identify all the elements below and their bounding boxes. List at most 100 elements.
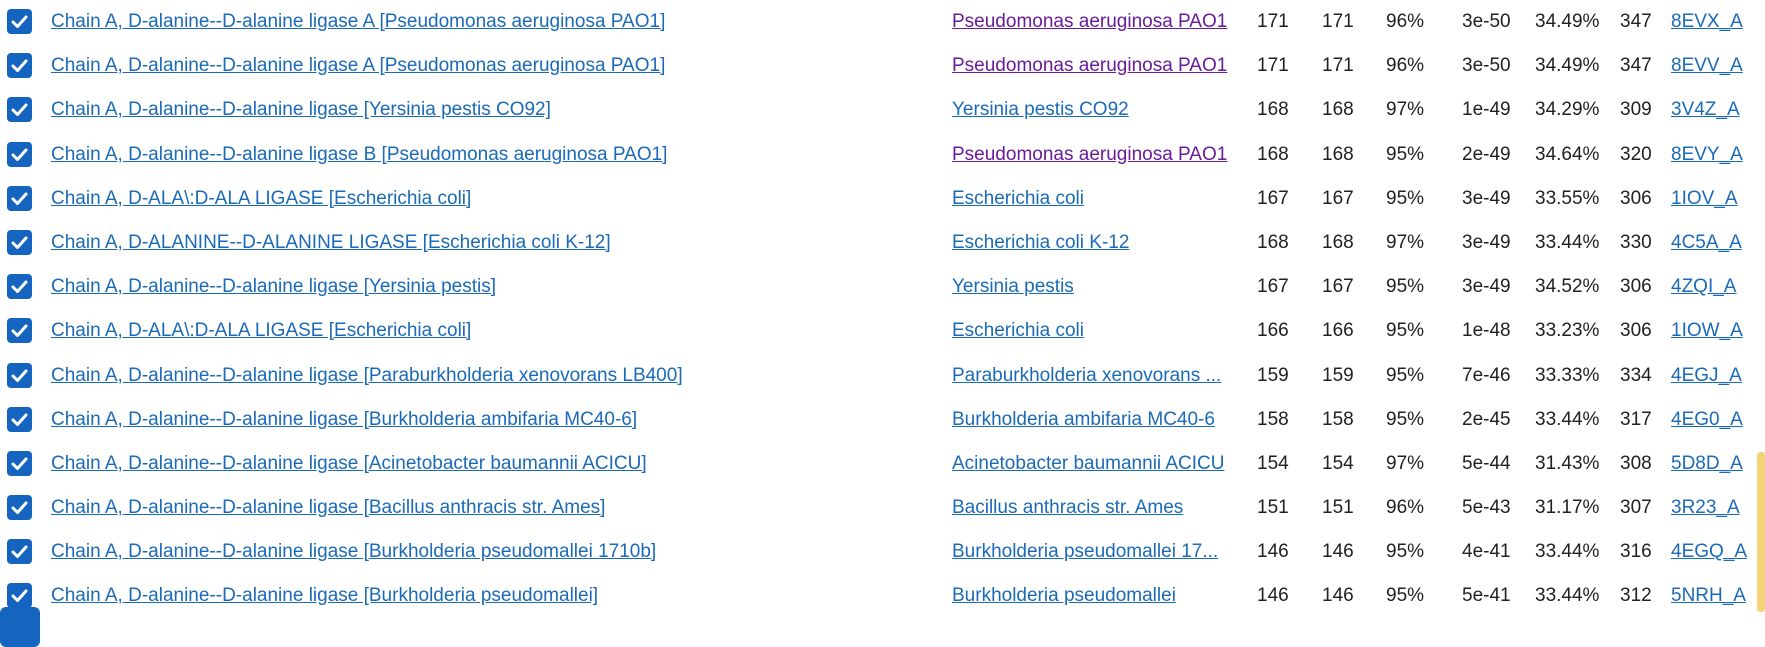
accession-length: 306 (1620, 320, 1652, 342)
checkmark-icon (11, 15, 28, 28)
table-row: Chain A, D-ALANINE--D-ALANINE LIGASE [Es… (0, 221, 1765, 265)
description-link[interactable]: Chain A, D-alanine--D-alanine ligase [Ac… (51, 452, 647, 474)
description-link[interactable]: Chain A, D-alanine--D-alanine ligase [Ye… (51, 276, 496, 298)
select-checkbox[interactable] (7, 9, 32, 34)
description-link[interactable]: Chain A, D-alanine--D-alanine ligase [Bu… (51, 541, 657, 563)
table-row: Chain A, D-ALA\:D-ALA LIGASE [Escherichi… (0, 309, 1765, 353)
organism-link[interactable]: Bacillus anthracis str. Ames (952, 497, 1184, 519)
accession-link[interactable]: 3R23_A (1671, 497, 1740, 519)
accession-link[interactable]: 1IOW_A (1671, 320, 1743, 342)
table-row: Chain A, D-alanine--D-alanine ligase [Bu… (0, 398, 1765, 442)
organism-link[interactable]: Yersinia pestis CO92 (952, 99, 1129, 121)
query-cover: 95% (1386, 585, 1425, 607)
e-value: 3e-49 (1462, 276, 1511, 298)
table-row: Chain A, D-alanine--D-alanine ligase A [… (0, 44, 1765, 88)
organism-link[interactable]: Burkholderia pseudomallei (952, 585, 1176, 607)
organism-link[interactable]: Yersinia pestis (952, 276, 1074, 298)
total-score: 167 (1322, 276, 1354, 298)
query-cover: 95% (1386, 408, 1425, 430)
total-score: 167 (1322, 187, 1354, 209)
table-row: Chain A, D-alanine--D-alanine ligase B [… (0, 133, 1765, 177)
organism-link[interactable]: Acinetobacter baumannii ACICU (952, 452, 1225, 474)
description-link[interactable]: Chain A, D-alanine--D-alanine ligase [Ba… (51, 497, 606, 519)
accession-link[interactable]: 8EVX_A (1671, 11, 1743, 32)
description-link[interactable]: Chain A, D-alanine--D-alanine ligase B [… (51, 143, 668, 165)
total-score: 166 (1322, 320, 1354, 342)
accession-link[interactable]: 4C5A_A (1671, 231, 1742, 253)
max-score: 171 (1257, 55, 1289, 77)
select-checkbox[interactable] (7, 53, 32, 79)
table-row: Chain A, D-alanine--D-alanine ligase [Bu… (0, 530, 1765, 574)
max-score: 158 (1257, 408, 1289, 430)
select-checkbox[interactable] (7, 406, 32, 432)
percent-identity: 33.44% (1535, 408, 1600, 430)
max-score: 168 (1257, 143, 1289, 165)
accession-link[interactable]: 4EGJ_A (1671, 364, 1742, 386)
query-cover: 96% (1386, 55, 1425, 77)
percent-identity: 33.55% (1535, 187, 1600, 209)
floating-action-tab[interactable] (0, 607, 40, 647)
query-cover: 96% (1386, 497, 1425, 519)
e-value: 5e-44 (1462, 452, 1511, 474)
select-checkbox[interactable] (7, 539, 32, 565)
accession-link[interactable]: 4ZQI_A (1671, 276, 1737, 298)
select-checkbox[interactable] (7, 495, 32, 521)
select-checkbox[interactable] (7, 274, 32, 300)
accession-link[interactable]: 1IOV_A (1671, 187, 1738, 209)
organism-link[interactable]: Pseudomonas aeruginosa PAO1 (952, 11, 1228, 32)
organism-link[interactable]: Burkholderia pseudomallei 17... (952, 541, 1219, 563)
description-link[interactable]: Chain A, D-alanine--D-alanine ligase A [… (51, 55, 666, 77)
checkmark-icon (11, 324, 28, 338)
accession-length: 320 (1620, 143, 1652, 165)
table-row: Chain A, D-alanine--D-alanine ligase [Pa… (0, 354, 1765, 398)
select-checkbox[interactable] (7, 450, 32, 476)
description-link[interactable]: Chain A, D-ALANINE--D-ALANINE LIGASE [Es… (51, 231, 611, 253)
description-link[interactable]: Chain A, D-alanine--D-alanine ligase [Ye… (51, 99, 551, 121)
query-cover: 95% (1386, 187, 1425, 209)
table-row: Chain A, D-alanine--D-alanine ligase [Ac… (0, 442, 1765, 486)
checkmark-icon (11, 192, 28, 205)
organism-link[interactable]: Paraburkholderia xenovorans ... (952, 364, 1222, 386)
percent-identity: 33.44% (1535, 541, 1600, 563)
e-value: 5e-43 (1462, 497, 1511, 519)
organism-link[interactable]: Escherichia coli (952, 187, 1084, 209)
select-checkbox[interactable] (7, 583, 32, 609)
select-checkbox[interactable] (7, 229, 32, 255)
organism-link[interactable]: Pseudomonas aeruginosa PAO1 (952, 55, 1228, 77)
organism-link[interactable]: Pseudomonas aeruginosa PAO1 (952, 143, 1228, 165)
organism-link[interactable]: Burkholderia ambifaria MC40-6 (952, 408, 1215, 430)
accession-link[interactable]: 3V4Z_A (1671, 99, 1740, 121)
accession-link[interactable]: 4EGQ_A (1671, 541, 1748, 563)
total-score: 158 (1322, 408, 1354, 430)
select-checkbox[interactable] (7, 362, 32, 388)
query-cover: 95% (1386, 143, 1425, 165)
select-checkbox[interactable] (7, 141, 32, 167)
organism-link[interactable]: Escherichia coli (952, 320, 1084, 342)
total-score: 171 (1322, 55, 1354, 77)
accession-link[interactable]: 5NRH_A (1671, 585, 1746, 607)
select-checkbox[interactable] (7, 185, 32, 211)
scrollbar-thumb[interactable] (1757, 452, 1765, 612)
description-link[interactable]: Chain A, D-ALA\:D-ALA LIGASE [Escherichi… (51, 320, 472, 342)
select-checkbox[interactable] (7, 318, 32, 344)
table-row: Chain A, D-ALA\:D-ALA LIGASE [Escherichi… (0, 177, 1765, 221)
accession-length: 316 (1620, 541, 1652, 563)
query-cover: 95% (1386, 541, 1425, 563)
query-cover: 97% (1386, 231, 1425, 253)
description-link[interactable]: Chain A, D-alanine--D-alanine ligase A [… (51, 11, 666, 32)
total-score: 168 (1322, 99, 1354, 121)
table-row: Chain A, D-alanine--D-alanine ligase A [… (0, 0, 1765, 44)
accession-link[interactable]: 8EVV_A (1671, 55, 1743, 77)
accession-link[interactable]: 4EG0_A (1671, 408, 1743, 430)
select-checkbox[interactable] (7, 97, 32, 123)
description-link[interactable]: Chain A, D-ALA\:D-ALA LIGASE [Escherichi… (51, 187, 472, 209)
accession-link[interactable]: 5D8D_A (1671, 452, 1743, 474)
accession-link[interactable]: 8EVY_A (1671, 143, 1743, 165)
description-link[interactable]: Chain A, D-alanine--D-alanine ligase [Bu… (51, 585, 599, 607)
percent-identity: 34.64% (1535, 143, 1600, 165)
description-link[interactable]: Chain A, D-alanine--D-alanine ligase [Pa… (51, 364, 683, 386)
description-link[interactable]: Chain A, D-alanine--D-alanine ligase [Bu… (51, 408, 638, 430)
query-cover: 97% (1386, 452, 1425, 474)
organism-link[interactable]: Escherichia coli K-12 (952, 231, 1130, 253)
table-row: Chain A, D-alanine--D-alanine ligase [Ye… (0, 265, 1765, 309)
